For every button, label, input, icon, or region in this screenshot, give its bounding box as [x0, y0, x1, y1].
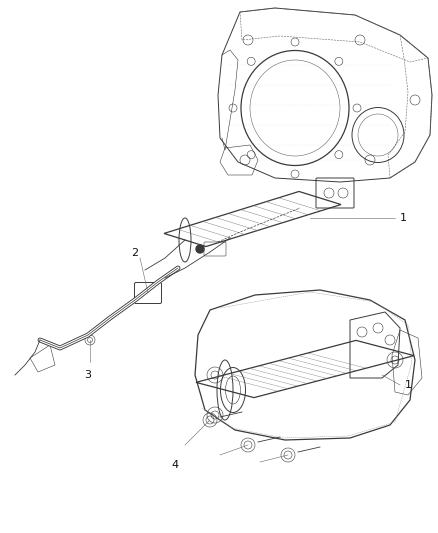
Text: 2: 2 [131, 248, 138, 258]
Text: 4: 4 [171, 460, 179, 470]
Text: 1: 1 [400, 213, 407, 223]
Text: 3: 3 [85, 370, 92, 380]
Circle shape [196, 245, 204, 253]
Text: 1: 1 [405, 380, 412, 390]
